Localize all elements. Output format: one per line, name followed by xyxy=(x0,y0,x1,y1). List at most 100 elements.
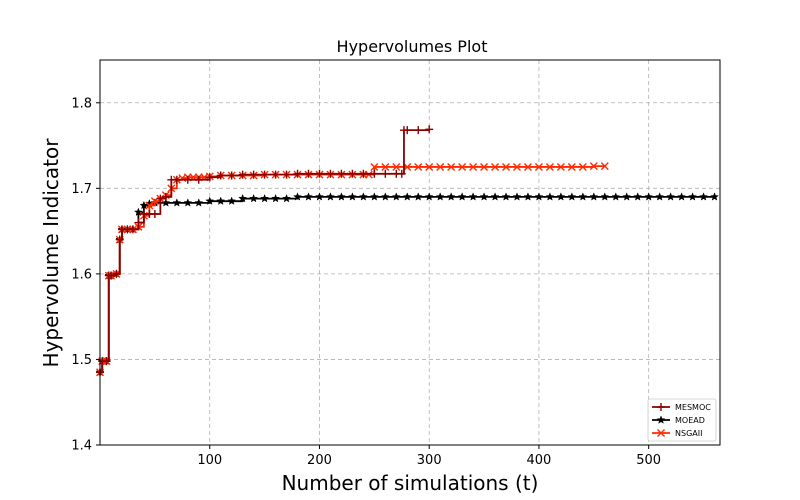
x-tick-label: 200 xyxy=(307,453,332,468)
data-point-moead xyxy=(622,192,632,201)
data-point-moead xyxy=(424,192,434,201)
data-point-nsgaii xyxy=(403,162,412,171)
data-point-mesmoc xyxy=(134,218,143,227)
data-point-moead xyxy=(260,193,270,203)
legend-marker xyxy=(657,429,665,437)
data-point-nsgaii xyxy=(145,201,154,210)
x-tick-label: 300 xyxy=(417,453,442,468)
data-point-moead xyxy=(468,192,478,201)
data-point-mesmoc xyxy=(293,169,302,178)
data-point-nsgaii xyxy=(447,162,456,171)
data-point-nsgaii xyxy=(414,162,423,171)
legend-marker xyxy=(657,403,665,411)
data-point-moead xyxy=(457,192,467,201)
data-point-nsgaii xyxy=(534,162,543,171)
x-tick-label: 500 xyxy=(636,453,661,468)
data-point-moead xyxy=(249,193,259,203)
data-point-mesmoc xyxy=(216,171,225,180)
y-tick-label: 1.6 xyxy=(71,267,92,282)
data-point-nsgaii xyxy=(381,162,390,171)
data-point-mesmoc xyxy=(370,169,379,178)
y-axis-label: Hypervolume Indicator xyxy=(39,138,63,368)
x-axis-label: Number of simulations (t) xyxy=(282,471,539,495)
data-point-mesmoc xyxy=(194,175,203,184)
data-point-moead xyxy=(238,193,248,203)
data-point-nsgaii xyxy=(512,162,521,171)
data-point-mesmoc xyxy=(205,173,214,182)
data-point-mesmoc xyxy=(128,225,137,234)
data-point-moead xyxy=(534,192,544,201)
data-point-moead xyxy=(325,192,335,201)
data-point-moead xyxy=(545,192,555,201)
data-point-mesmoc xyxy=(403,126,412,135)
data-point-mesmoc xyxy=(425,125,434,134)
data-point-moead xyxy=(205,196,215,205)
data-point-nsgaii xyxy=(556,162,565,171)
data-point-moead xyxy=(304,192,313,201)
data-point-nsgaii xyxy=(480,162,489,171)
data-point-moead xyxy=(402,192,412,201)
data-point-moead xyxy=(479,192,489,201)
data-point-moead xyxy=(611,192,621,201)
data-point-mesmoc xyxy=(238,170,247,179)
data-point-moead xyxy=(282,193,292,203)
data-point-nsgaii xyxy=(578,162,587,171)
data-point-moead xyxy=(227,196,237,205)
data-point-moead xyxy=(435,192,445,201)
data-point-moead xyxy=(556,192,566,201)
data-point-moead xyxy=(139,200,149,210)
data-point-moead xyxy=(413,192,423,201)
data-point-moead xyxy=(358,192,368,201)
data-point-mesmoc xyxy=(397,169,406,178)
legend-label: MOEAD xyxy=(675,416,705,425)
data-point-moead xyxy=(391,192,401,201)
data-point-moead xyxy=(336,192,346,201)
y-tick-label: 1.4 xyxy=(71,439,92,454)
data-point-moead xyxy=(183,198,193,207)
data-point-nsgaii xyxy=(600,162,609,171)
data-point-mesmoc xyxy=(315,169,324,178)
data-point-moead xyxy=(600,192,610,201)
data-point-mesmoc xyxy=(106,271,115,280)
data-point-moead xyxy=(490,192,500,201)
data-point-mesmoc xyxy=(249,170,258,179)
legend-marker xyxy=(656,415,666,424)
chart-title: Hypervolumes Plot xyxy=(337,37,488,56)
data-point-mesmoc xyxy=(172,175,181,184)
data-point-moead xyxy=(369,192,379,201)
data-point-moead xyxy=(314,192,324,201)
series-group xyxy=(95,125,719,377)
data-point-moead xyxy=(655,192,665,201)
data-point-moead xyxy=(589,192,599,201)
data-point-moead xyxy=(633,192,643,201)
data-point-moead xyxy=(172,198,182,207)
data-point-mesmoc xyxy=(271,170,280,179)
axis-ticks: 100 200 300 400 500 1.4 1.5 1.6 1.7 1.8 xyxy=(71,96,661,468)
data-point-nsgaii xyxy=(370,162,379,171)
data-point-nsgaii xyxy=(491,162,500,171)
data-point-moead xyxy=(446,192,456,201)
data-point-nsgaii xyxy=(392,162,401,171)
data-point-moead xyxy=(567,192,577,201)
data-point-mesmoc xyxy=(156,194,165,203)
data-point-moead xyxy=(501,192,511,201)
legend-item-mesmoc: MESMOC xyxy=(652,403,711,412)
data-point-mesmoc xyxy=(102,357,111,366)
legend-box xyxy=(647,398,717,442)
data-point-moead xyxy=(688,192,698,201)
data-point-moead xyxy=(710,192,719,201)
data-point-moead xyxy=(523,192,533,201)
data-point-mesmoc xyxy=(359,169,368,178)
data-point-mesmoc xyxy=(304,169,313,178)
series-mesmoc xyxy=(96,125,434,377)
data-point-mesmoc xyxy=(337,169,346,178)
data-point-mesmoc xyxy=(112,269,121,278)
data-point-moead xyxy=(380,192,390,201)
data-point-mesmoc xyxy=(348,169,357,178)
data-point-mesmoc xyxy=(161,192,170,201)
legend: MESMOC MOEAD NSGAII xyxy=(647,398,717,442)
data-point-mesmoc xyxy=(227,171,236,180)
data-point-moead xyxy=(133,207,143,217)
y-tick-label: 1.8 xyxy=(71,96,92,111)
